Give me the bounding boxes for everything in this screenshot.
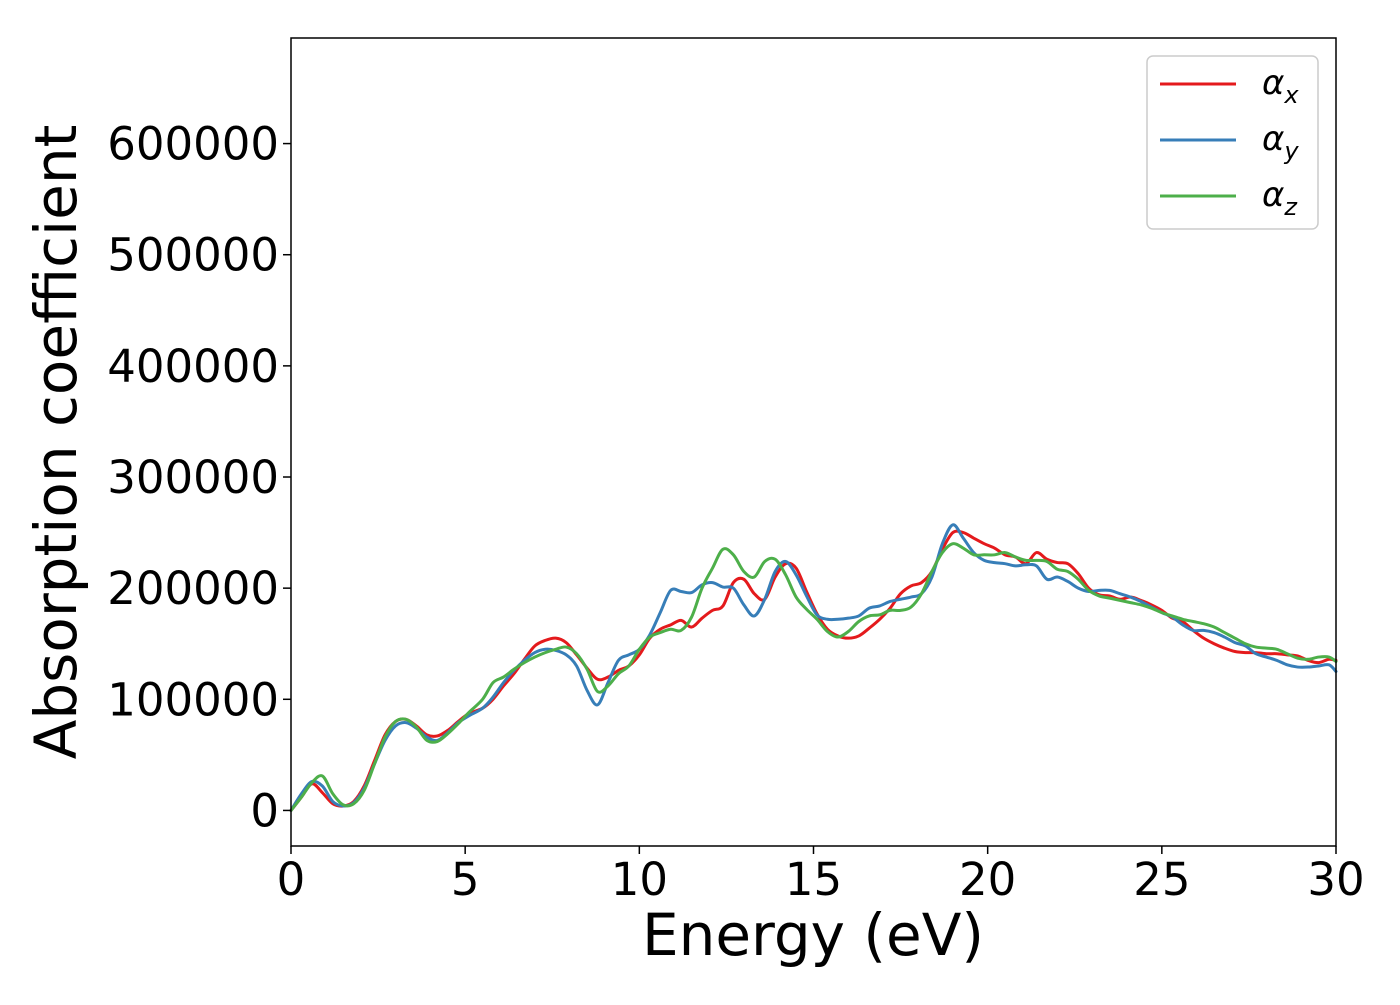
x-tick-label: 0 (277, 853, 306, 906)
x-tick-label: 25 (1133, 853, 1190, 906)
y-tick-label: 100000 (107, 673, 279, 726)
y-tick-label: 0 (250, 784, 279, 837)
y-axis-title: Absorption coefficient (22, 125, 90, 760)
x-tick-label: 30 (1307, 853, 1364, 906)
y-tick-label: 500000 (107, 229, 279, 282)
legend-box (1146, 55, 1319, 230)
y-tick-label: 200000 (107, 562, 279, 615)
x-tick-label: 10 (611, 853, 668, 906)
y-tick-label: 300000 (107, 451, 279, 504)
x-axis-title: Energy (eV) (642, 901, 984, 969)
x-axis-ticks: 0 5 10 15 20 25 30 (277, 846, 1365, 906)
series-lines (289, 523, 1338, 812)
x-tick-label: 5 (451, 853, 480, 906)
y-tick-label: 400000 (107, 340, 279, 393)
x-tick-label: 20 (959, 853, 1016, 906)
y-tick-label: 600000 (107, 118, 279, 171)
y-axis-ticks: 0 100000 200000 300000 400000 500000 600000 (107, 118, 291, 837)
x-tick-label: 15 (785, 853, 842, 906)
series-line-z (289, 542, 1338, 812)
